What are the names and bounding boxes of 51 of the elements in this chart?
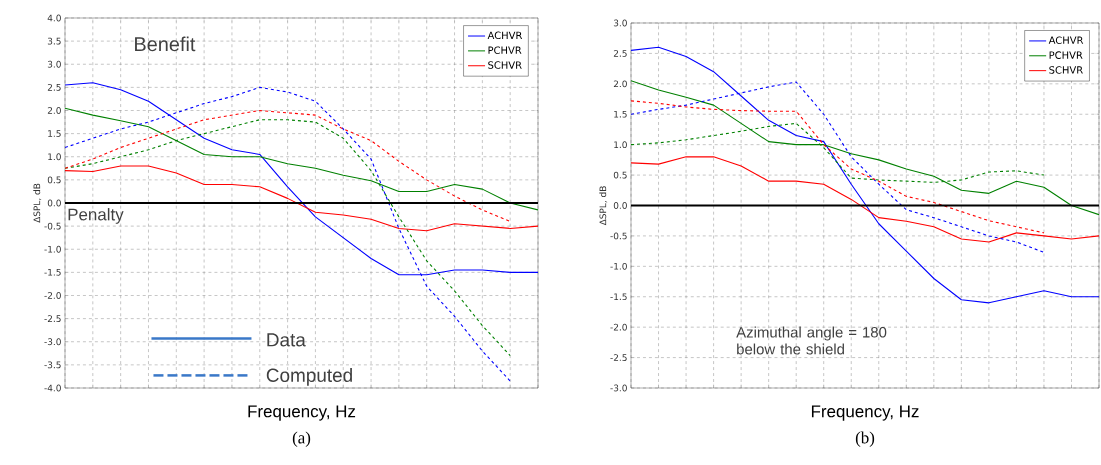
legend-label: ACHVR <box>1048 36 1084 45</box>
y-tick-label: -4.0 <box>44 384 61 392</box>
y-tick-label: -3.0 <box>44 338 61 346</box>
y-tick-label: 2.5 <box>613 50 627 57</box>
y-tick-label: -3.0 <box>610 384 627 392</box>
line-series <box>631 156 1100 243</box>
y-tick-label: 1.0 <box>614 141 627 149</box>
y-tick-label: -1.5 <box>610 293 627 301</box>
y-tick-label: 2.5 <box>47 83 61 91</box>
y-tick-label: -2.5 <box>610 354 627 361</box>
annotation: Benefit <box>135 36 196 52</box>
y-tick-label: -2.5 <box>44 315 61 323</box>
y-tick-label: -2.0 <box>610 323 627 331</box>
y-tick-label: 2.0 <box>613 80 627 88</box>
y-tick-label: 3.0 <box>47 60 61 68</box>
y-tick-label: 4.0 <box>47 14 61 22</box>
legend-label: PCHVR <box>1049 51 1083 59</box>
text: (b) <box>855 431 875 447</box>
y-tick-label: -2.0 <box>44 292 61 299</box>
y-tick-label: -1.5 <box>44 269 61 276</box>
legend-label: PCHVR <box>488 46 522 54</box>
text: (a) <box>292 431 311 447</box>
legend-label: ACHVR <box>487 31 523 40</box>
x-axis-title: Frequency, Hz <box>248 405 356 421</box>
x-axis-title: Frequency, Hz <box>811 405 919 421</box>
y-axis-title: ΔSPL, dB <box>33 183 42 223</box>
line-series <box>631 80 1100 216</box>
y-tick-label: 0.5 <box>47 176 61 184</box>
line-series <box>631 46 1100 304</box>
y-tick-label: 1.0 <box>48 153 61 161</box>
y-tick-label: 2.0 <box>47 107 61 114</box>
y-tick-label: 0.5 <box>613 171 627 179</box>
legend-label: SCHVR <box>488 61 522 69</box>
y-tick-label: -0.5 <box>610 232 627 240</box>
y-tick-label: 1.5 <box>614 110 627 118</box>
y-tick-label: 1.5 <box>48 130 61 137</box>
annotation: Azimuthal angle = 180 below the shield <box>736 326 887 355</box>
y-tick-label: 3.5 <box>47 37 61 45</box>
y-tick-label: 0.0 <box>47 199 61 207</box>
y-tick-label: 0.0 <box>613 202 627 209</box>
y-tick-label: -1.0 <box>44 245 61 253</box>
y-tick-label: -1.0 <box>610 262 627 270</box>
annotation: Computed <box>266 368 352 386</box>
y-tick-label: -3.5 <box>44 361 61 369</box>
y-axis-title: ΔSPL, dB <box>599 186 608 226</box>
annotation: Data <box>267 333 306 347</box>
y-tick-label: 3.0 <box>613 19 627 27</box>
annotation: Penalty <box>68 208 124 224</box>
line-series <box>631 100 1045 234</box>
legend-label: SCHVR <box>1049 66 1083 74</box>
y-tick-label: -0.5 <box>44 222 61 230</box>
